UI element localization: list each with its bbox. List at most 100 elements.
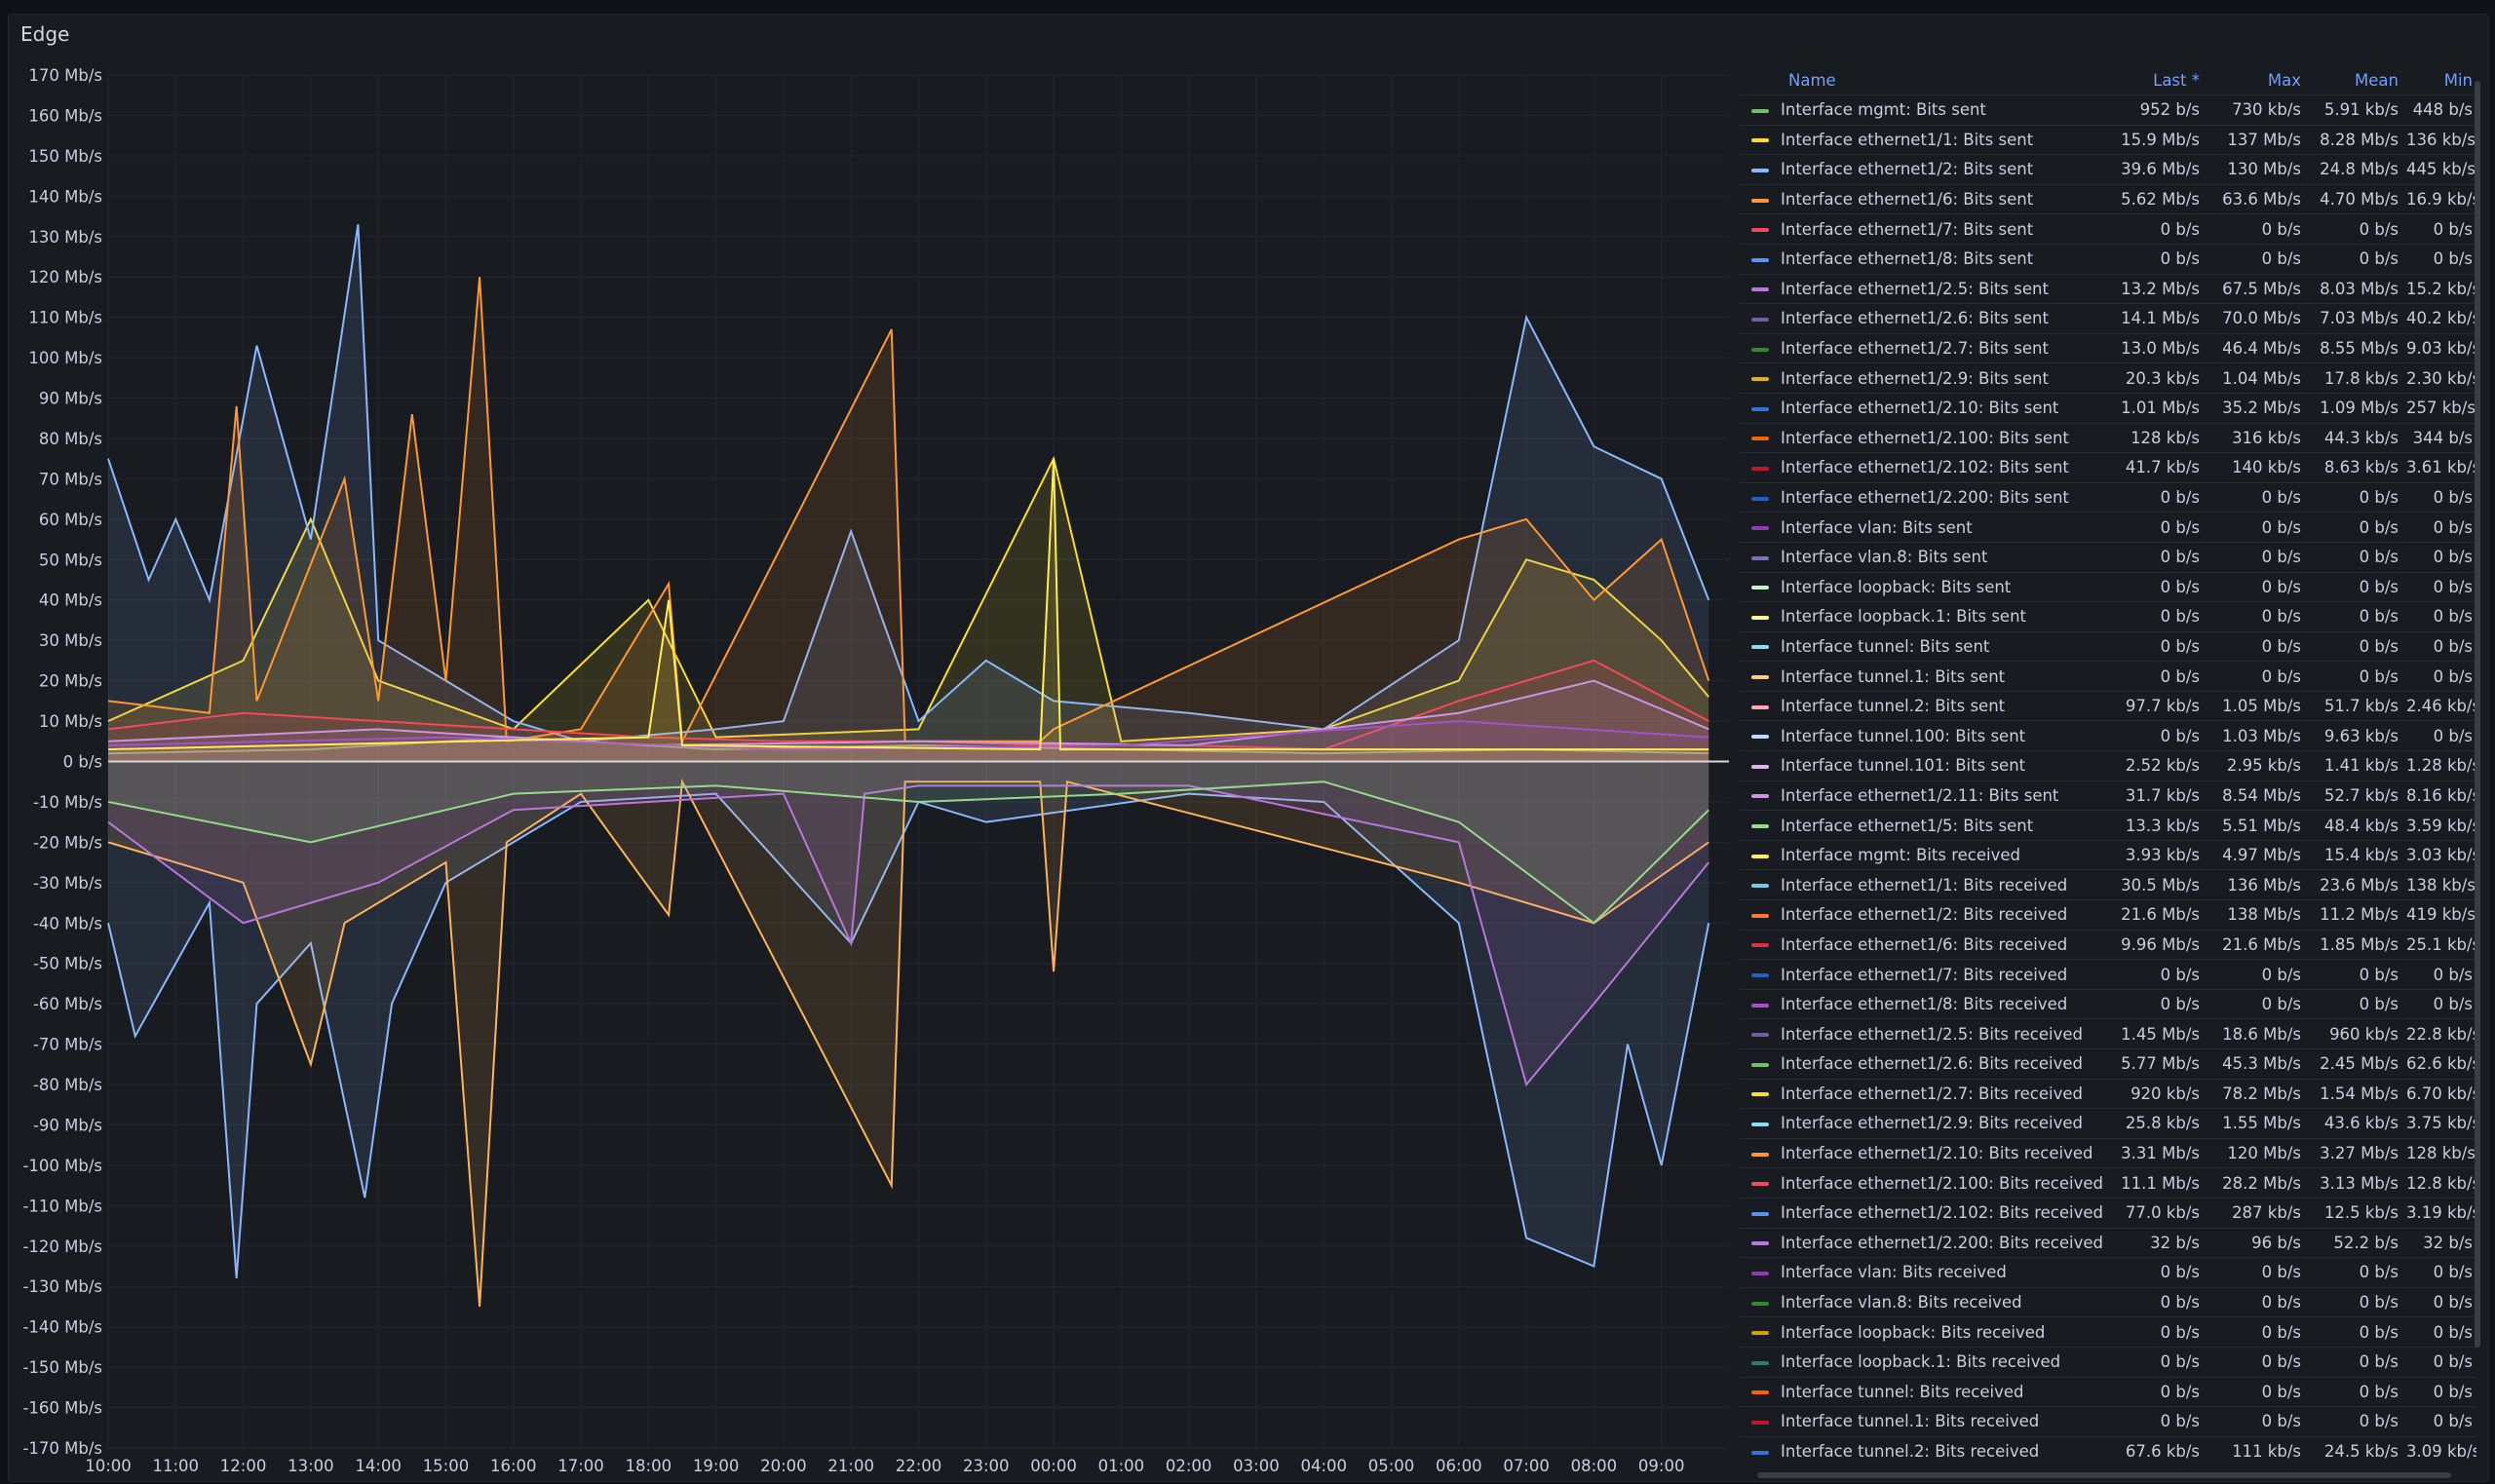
legend-series-name[interactable]: Interface ethernet1/2.100: Bits received [1740,1167,2108,1199]
legend-series-name[interactable]: Interface ethernet1/6: Bits sent [1740,183,2108,214]
legend-series-name[interactable]: Interface vlan.8: Bits received [1740,1286,2108,1317]
series-color-swatch[interactable] [1751,228,1769,233]
legend-series-name[interactable]: Interface ethernet1/8: Bits received [1740,988,2108,1019]
legend-series-name[interactable]: Interface tunnel.100: Bits sent [1740,720,2108,751]
legend-series-name[interactable]: Interface ethernet1/2.6: Bits received [1740,1048,2108,1080]
series-color-swatch[interactable] [1751,645,1769,650]
legend-row[interactable]: Interface ethernet1/2.100: Bits sent 128 … [1740,422,2476,453]
series-line[interactable] [107,277,1710,745]
series-color-swatch[interactable] [1751,794,1769,799]
series-line[interactable] [107,778,1709,1308]
series-color-swatch[interactable] [1751,555,1769,560]
series-color-swatch[interactable] [1751,913,1769,918]
series-line[interactable] [107,455,1709,742]
legend-series-name[interactable]: Interface ethernet1/2.102: Bits received [1740,1197,2108,1229]
series-color-swatch[interactable] [1751,973,1769,978]
legend-row[interactable]: Interface tunnel.1: Bits sent 0 b/s 0 b/s 0… [1740,661,2476,692]
legend-series-name[interactable]: Interface ethernet1/2.5: Bits received [1740,1018,2108,1049]
series-color-swatch[interactable] [1751,704,1769,709]
legend-series-name[interactable]: Interface tunnel.101: Bits sent [1740,750,2108,781]
series-color-swatch[interactable] [1751,824,1769,829]
legend-row[interactable]: Interface mgmt: Bits received 3.93 kb/s 4.… [1740,839,2476,870]
series-color-swatch[interactable] [1751,943,1769,948]
legend-row[interactable]: Interface loopback.1: Bits sent 0 b/s 0 b/… [1740,601,2476,632]
series-color-swatch[interactable] [1751,854,1769,858]
legend-row[interactable]: Interface ethernet1/2.9: Bits received 25… [1740,1108,2476,1139]
legend-row[interactable]: Interface ethernet1/2.5: Bits sent 13.2 M… [1740,273,2476,304]
legend-row[interactable]: Interface ethernet1/2.7: Bits received 92… [1740,1078,2476,1109]
legend-series-name[interactable]: Interface ethernet1/2.10: Bits received [1740,1137,2108,1168]
series-color-swatch[interactable] [1751,764,1769,769]
legend-series-name[interactable]: Interface vlan: Bits sent [1740,512,2108,543]
legend-series-name[interactable]: Interface mgmt: Bits sent [1740,95,2108,126]
series-color-swatch[interactable] [1751,1450,1769,1455]
series-line[interactable] [107,792,1710,1279]
legend-row[interactable]: Interface ethernet1/2.100: Bits received… [1740,1167,2476,1199]
legend-row[interactable]: Interface ethernet1/1: Bits received 30.5… [1740,869,2476,900]
legend-series-name[interactable]: Interface ethernet1/1: Bits sent [1740,124,2108,155]
legend-row[interactable]: Interface ethernet1/2.11: Bits sent 31.7 … [1740,780,2476,811]
series-color-swatch[interactable] [1751,675,1769,680]
legend-series-name[interactable]: Interface ethernet1/2.5: Bits sent [1740,273,2108,304]
legend-series-name[interactable]: Interface ethernet1/7: Bits sent [1740,213,2108,245]
legend-series-name[interactable]: Interface tunnel.2: Bits sent [1740,690,2108,721]
series-line[interactable] [107,720,1709,751]
series-color-swatch[interactable] [1751,1271,1769,1275]
series-line[interactable] [107,679,1709,746]
legend-series-name[interactable]: Interface tunnel.2: Bits received [1740,1435,2108,1466]
legend-series-name[interactable]: Interface ethernet1/2.100: Bits sent [1740,422,2108,453]
legend-series-name[interactable]: Interface ethernet1/2.11: Bits sent [1740,780,2108,811]
legend-row[interactable]: Interface tunnel: Bits received 0 b/s 0 b/… [1740,1376,2476,1407]
legend-row[interactable]: Interface ethernet1/2.5: Bits received 1.… [1740,1018,2476,1049]
series-color-swatch[interactable] [1751,108,1769,113]
legend-row[interactable]: Interface vlan.8: Bits received 0 b/s 0 b/… [1740,1286,2476,1317]
legend-row[interactable]: Interface vlan: Bits sent 0 b/s 0 b/s 0 b/s… [1740,512,2476,543]
legend-row[interactable]: Interface tunnel.1: Bits received 0 b/s 0 … [1740,1406,2476,1437]
legend-series-name[interactable]: Interface ethernet1/2: Bits sent [1740,154,2108,185]
series-color-swatch[interactable] [1751,496,1769,501]
panel-title[interactable]: Edge [20,22,70,46]
legend-row[interactable]: Interface tunnel.101: Bits sent 2.52 kb/s… [1740,750,2476,781]
legend-series-name[interactable]: Interface ethernet1/8: Bits sent [1740,243,2108,275]
legend-series-name[interactable]: Interface tunnel: Bits sent [1740,630,2108,662]
legend-header-name[interactable]: Name [1788,70,1836,90]
legend-row[interactable]: Interface ethernet1/2.10: Bits sent 1.01 … [1740,392,2476,424]
legend-series-name[interactable]: Interface ethernet1/2.200: Bits sent [1740,481,2108,513]
legend-series-name[interactable]: Interface loopback: Bits sent [1740,571,2108,602]
legend-row[interactable]: Interface ethernet1/6: Bits sent 5.62 Mb/… [1740,183,2476,214]
legend-series-name[interactable]: Interface ethernet1/2.10: Bits sent [1740,392,2108,424]
legend-series-name[interactable]: Interface mgmt: Bits received [1740,839,2108,870]
legend-row[interactable]: Interface ethernet1/2.200: Bits sent 0 b/… [1740,481,2476,513]
legend-row[interactable]: Interface ethernet1/2: Bits received 21.6… [1740,899,2476,931]
series-color-swatch[interactable] [1751,1182,1769,1187]
series-color-swatch[interactable] [1751,1122,1769,1126]
series-line[interactable] [107,224,1710,742]
legend-row[interactable]: Interface loopback: Bits received 0 b/s 0 … [1740,1316,2476,1348]
legend-header-mean[interactable]: Mean [2355,70,2399,90]
series-color-swatch[interactable] [1751,317,1769,322]
series-color-swatch[interactable] [1751,1241,1769,1246]
legend-series-name[interactable]: Interface loopback.1: Bits received [1740,1346,2108,1378]
series-color-swatch[interactable] [1751,168,1769,172]
series-color-swatch[interactable] [1751,466,1769,471]
legend-series-name[interactable]: Interface ethernet1/2.7: Bits sent [1740,332,2108,363]
legend-row[interactable]: Interface ethernet1/2.102: Bits sent 41.7… [1740,452,2476,483]
legend-row[interactable]: Interface ethernet1/2.6: Bits received 5.… [1740,1048,2476,1080]
legend-series-name[interactable]: Interface ethernet1/7: Bits received [1740,959,2108,990]
legend-series-name[interactable]: Interface ethernet1/2.200: Bits received [1740,1227,2108,1258]
series-color-swatch[interactable] [1751,1331,1769,1336]
legend-horizontal-scrollbar[interactable] [1757,1472,2451,1478]
series-color-swatch[interactable] [1751,347,1769,352]
legend-row[interactable]: Interface ethernet1/2: Bits sent 39.6 Mb/… [1740,154,2476,185]
legend-row[interactable]: Interface ethernet1/7: Bits received 0 b/… [1740,959,2476,990]
legend-series-name[interactable]: Interface ethernet1/2.6: Bits sent [1740,303,2108,334]
series-color-swatch[interactable] [1751,198,1769,203]
legend-row[interactable]: Interface vlan: Bits received 0 b/s 0 b/s 0… [1740,1257,2476,1288]
legend-series-name[interactable]: Interface loopback.1: Bits sent [1740,601,2108,632]
series-color-swatch[interactable] [1751,615,1769,620]
legend-row[interactable]: Interface ethernet1/2.10: Bits received 3… [1740,1137,2476,1168]
series-color-swatch[interactable] [1751,735,1769,740]
series-color-swatch[interactable] [1751,586,1769,590]
legend-series-name[interactable]: Interface ethernet1/2.9: Bits sent [1740,362,2108,394]
legend-row[interactable]: Interface vlan.8: Bits sent 0 b/s 0 b/s 0 b… [1740,541,2476,572]
